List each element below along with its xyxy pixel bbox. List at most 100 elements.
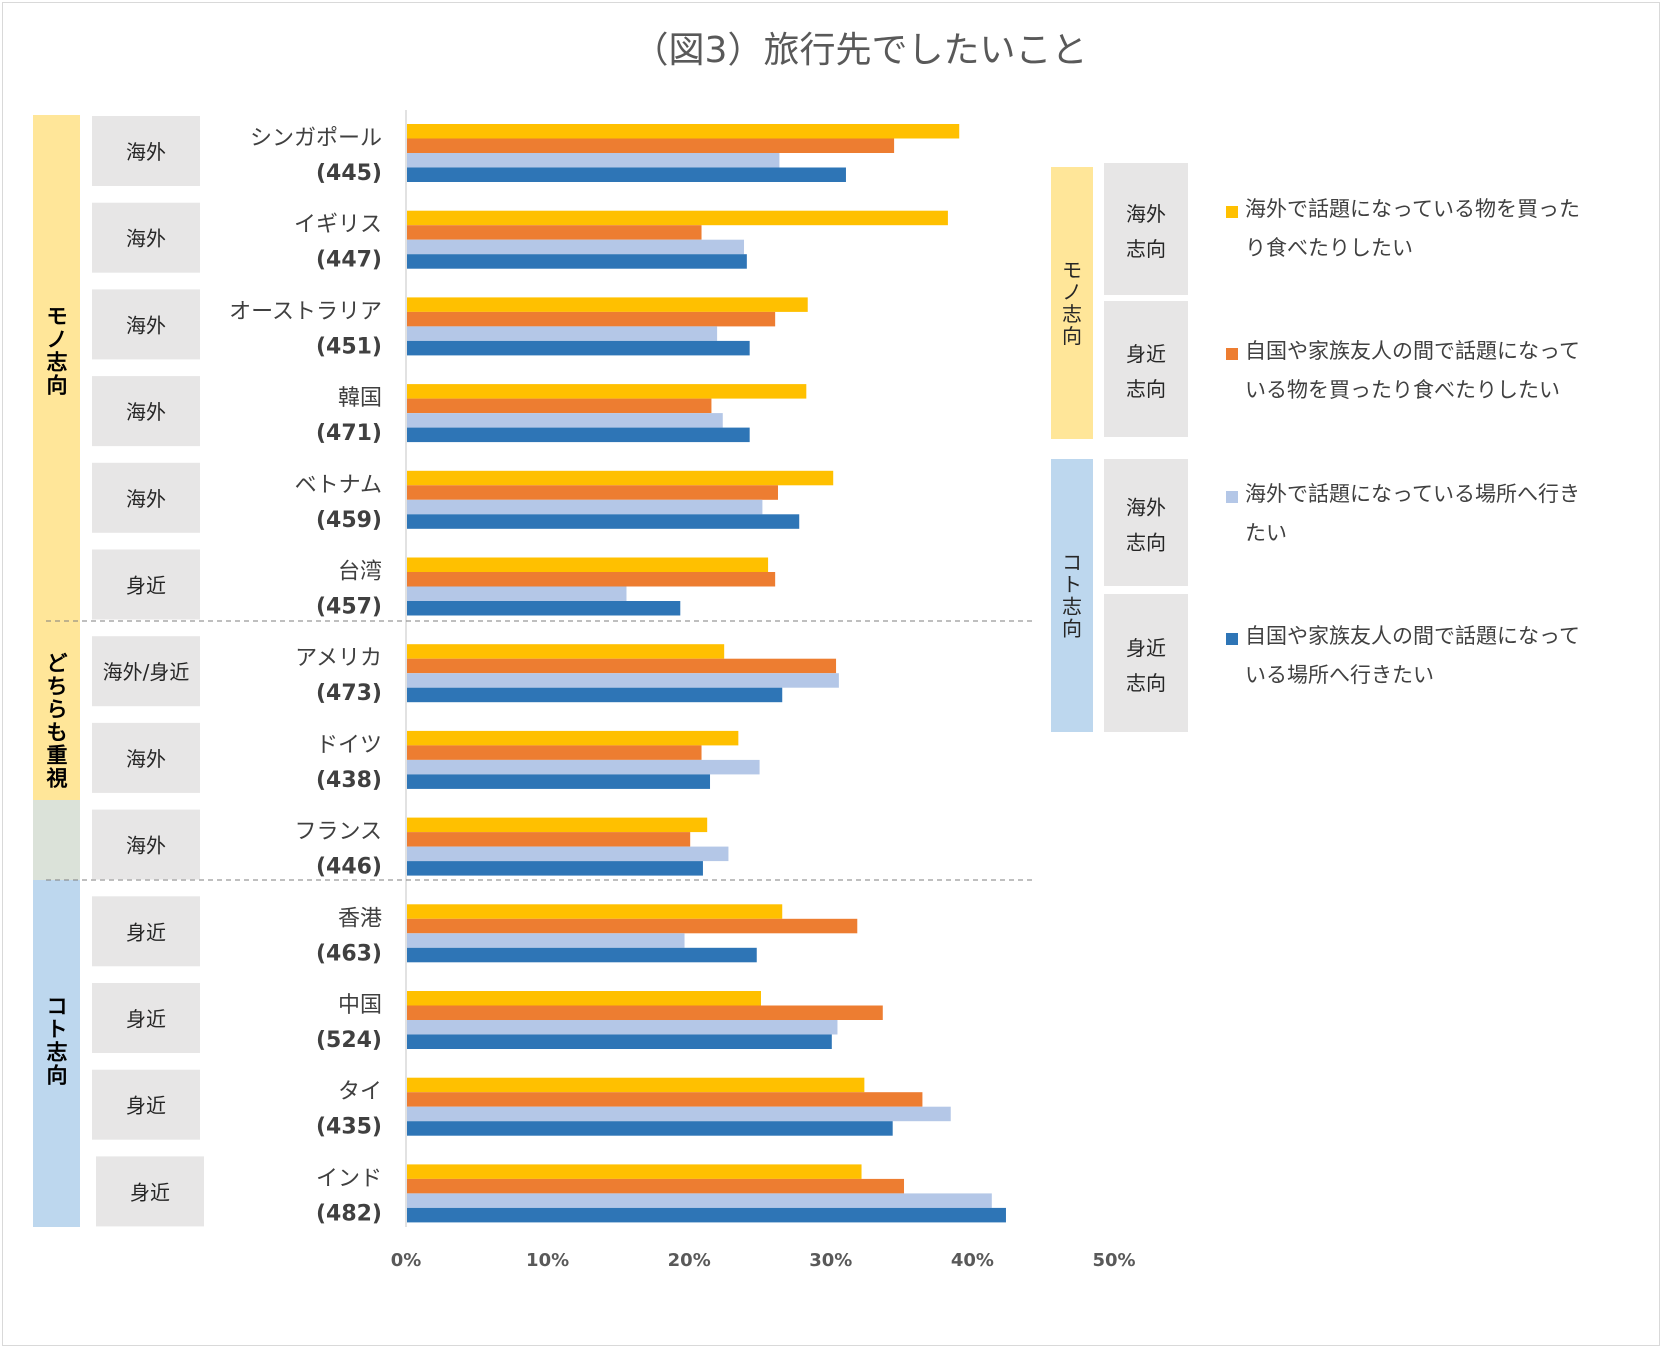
category-label: ベトナム [295,473,382,498]
group-label-char: ト [47,1018,68,1042]
bar [407,933,685,948]
group-label-char: ど [47,652,68,676]
legend-key-label: 海外 [1126,496,1166,520]
bar [407,470,834,486]
legend-group-char: ノ [1062,280,1082,304]
region-label: 身近 [130,1180,170,1204]
region-box [92,809,200,880]
x-tick-label: 30% [809,1250,852,1271]
bar [407,225,702,240]
region-box [92,376,200,447]
category-count: (447) [316,248,382,273]
bar [407,297,808,312]
bar [407,1207,1006,1223]
bar [407,991,761,1006]
region-box [92,462,200,533]
legend-key-label: 海外 [1126,202,1166,226]
category-label: イギリス [294,213,382,238]
region-label: 海外 [126,834,166,858]
bar [407,1020,838,1035]
bar [407,1005,883,1020]
group-label-char: 志 [47,351,68,375]
legend-key-box [1104,301,1188,437]
legend-entry-text: 自国や家族友人の間で話題になって [1245,339,1580,363]
region-box [92,116,200,186]
bar [407,1077,865,1093]
bar [407,658,837,674]
group-label-char: 向 [47,374,68,398]
legend-key-label: 身近 [1126,342,1166,366]
region-label: 海外 [126,313,166,337]
category-count: (463) [316,941,382,966]
legend-group-char: ト [1062,573,1082,597]
category-count: (446) [316,855,382,880]
legend-swatch [1226,491,1238,503]
category-label: オーストラリア [229,299,382,324]
bar [407,1106,951,1122]
group-label-char: モ [47,305,68,329]
group-band [33,880,80,1227]
region-box [92,636,200,707]
x-tick-label: 10% [526,1250,569,1271]
bar [407,485,778,500]
bar [407,239,745,255]
bar [407,904,783,919]
group-label-char: ら [47,698,68,722]
bar [407,745,702,760]
legend-group-char: 志 [1062,595,1082,619]
category-label: タイ [338,1080,382,1105]
region-label: 身近 [126,1007,166,1031]
bar [407,730,739,746]
legend-swatch [1226,206,1238,218]
chart-title: （図3）旅行先でしたいこと [633,30,1088,71]
bar [407,413,723,428]
category-count: (471) [316,421,382,446]
bar [407,326,718,341]
category-label: シンガポール [250,126,382,151]
bar [407,687,783,703]
x-tick-label: 50% [1092,1250,1135,1271]
legend-key-label: 志向 [1126,237,1166,261]
category-label: 台湾 [338,560,382,585]
bar [407,499,763,515]
region-box [92,983,200,1053]
legend-group-char: 向 [1062,324,1082,348]
bar [407,254,747,269]
group-label-char: ノ [47,328,68,352]
legend-group-char: コ [1062,551,1082,575]
bar [407,861,703,876]
category-count: (457) [316,595,382,620]
group-label-char: 志 [47,1041,68,1065]
legend-key-label: 志向 [1126,377,1166,401]
group-label-char: 視 [46,767,68,791]
legend-entry-text: いる場所へ行きたい [1245,663,1434,687]
bar [407,138,895,153]
group-label-char: 重 [47,744,68,768]
category-count: (438) [316,768,382,793]
legend-key-box [1104,459,1188,586]
bar [407,586,627,601]
legend-entry-text: 海外で話題になっている場所へ行き [1245,482,1580,506]
legend-entry-text: 海外で話題になっている物を買った [1245,197,1580,221]
category-label: インド [316,1166,382,1191]
region-box [92,549,200,620]
category-count: (459) [316,508,382,533]
region-label: 身近 [126,574,166,598]
legend-entry-text: たい [1245,521,1287,545]
category-count: (445) [316,161,382,186]
bar [407,557,769,572]
region-label: 身近 [126,1094,166,1118]
bar [407,644,725,659]
region-box [92,896,200,967]
bar [407,167,846,182]
bar [407,774,711,789]
group-label-char: ち [47,675,68,699]
bar [407,210,948,226]
bar [407,1164,862,1179]
bar [407,514,800,529]
x-tick-label: 0% [391,1250,422,1271]
group-band [33,115,80,622]
region-label: 海外 [126,487,166,511]
